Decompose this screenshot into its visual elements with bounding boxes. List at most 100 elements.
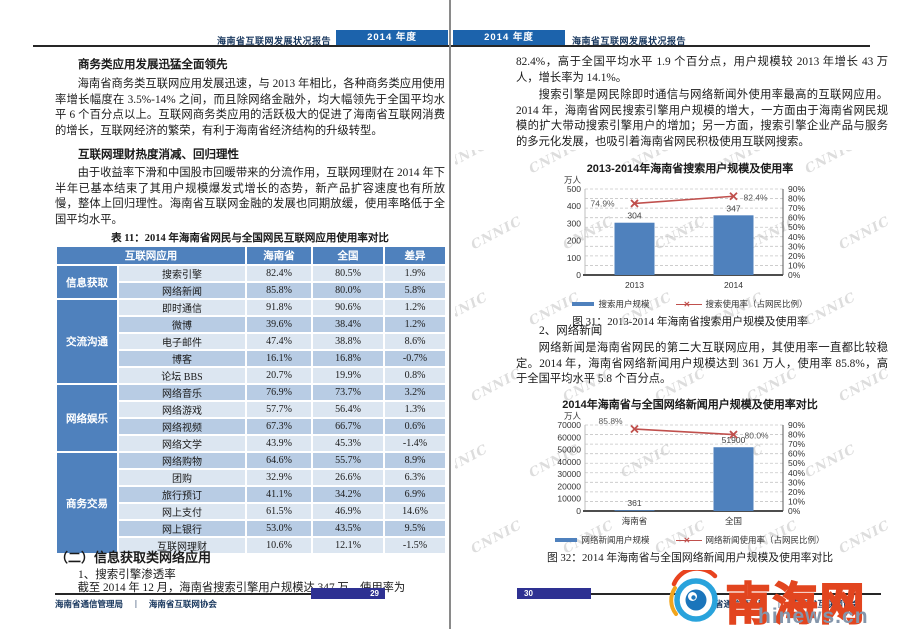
table-cell: 45.3% (311, 434, 385, 453)
left-page-year-badge: 2014 年度 (336, 30, 448, 46)
column-header-app: 互联网应用 (55, 245, 247, 266)
table-header-row: 互联网应用 海南省 全国 差异 (55, 245, 447, 266)
left-page-header-title: 海南省互联网发展状况报告 (216, 36, 331, 46)
chart-legend: 搜索用户规模 ✕ 搜索使用率（占网民比例） (525, 298, 855, 310)
table-row: 交流沟通 即时通信 91.8% 90.6% 1.2% (55, 298, 447, 385)
table-cell: 网络文学 (117, 434, 247, 453)
right-footer-rule (591, 593, 881, 595)
table-cell: 61.5% (245, 502, 313, 521)
svg-text:80%: 80% (788, 430, 805, 440)
cnnic-watermark-text: CNNIC (455, 289, 491, 330)
hinews-brand-text: 南海网 (725, 579, 867, 629)
bar (713, 215, 754, 275)
table-cell: 1.2% (383, 298, 447, 317)
right-header-rule (450, 45, 870, 47)
paragraph-internet-finance: 由于收益率下滑和中国股市回暖带来的分流作用，互联网理财在 2014 年下半年已基… (55, 167, 445, 226)
table-cell: 12.1% (311, 536, 385, 555)
table-cell: 6.9% (383, 485, 447, 504)
svg-text:70000: 70000 (557, 420, 581, 430)
table-cell: 80.0% (311, 281, 385, 300)
cnnic-watermark-text: CNNIC (455, 150, 491, 178)
svg-text:30%: 30% (788, 477, 805, 487)
org-separator: | (135, 598, 137, 608)
trend-line (634, 428, 734, 436)
svg-text:200: 200 (567, 236, 581, 246)
table-cell: 9.5% (383, 519, 447, 538)
table-row: 团购 32.9% 26.6% 6.3% (56, 468, 447, 487)
svg-text:100: 100 (567, 253, 581, 263)
svg-text:0: 0 (576, 506, 581, 516)
table-cell: 41.1% (245, 485, 313, 504)
svg-text:全国: 全国 (725, 516, 742, 526)
table-cell: 6.3% (383, 468, 447, 487)
app-usage-table: 互联网应用 海南省 全国 差异 信息获取 搜索引擎 82.4% 80.5% 1.9% 网络… (55, 245, 447, 555)
org-right: 海南省互联网协会 (791, 599, 860, 609)
svg-text:50%: 50% (788, 222, 805, 232)
table-cell: 34.2% (311, 485, 385, 504)
svg-text:90%: 90% (788, 184, 805, 194)
org-separator: | (778, 598, 780, 608)
svg-text:20%: 20% (788, 487, 805, 497)
table-cell: 43.5% (311, 519, 385, 538)
table-cell: 搜索引擎 (117, 264, 247, 283)
table-cell: 66.7% (311, 417, 385, 436)
table-cell: 91.8% (245, 298, 313, 317)
table-cell: 64.6% (245, 451, 313, 470)
chart-legend: 网络新闻用户规模 ✕ 网络新闻使用率（占网民比例） (525, 534, 855, 546)
svg-text:400: 400 (567, 201, 581, 211)
hinews-domain-text: hinews.cn (758, 605, 869, 628)
figure-31-caption: 图 31：2013-2014 年海南省搜索用户规模及使用率 (572, 316, 808, 328)
table-cell: 旅行预订 (117, 485, 247, 504)
org-left: 海南省通信管理局 (55, 599, 124, 609)
svg-text:海南省: 海南省 (622, 516, 648, 526)
svg-text:40%: 40% (788, 468, 805, 478)
table-cell: 团购 (117, 468, 247, 487)
legend-line-label: 搜索使用率（占网民比例） (705, 299, 808, 309)
table-cell: 互联网理财 (117, 536, 247, 555)
table-cell: 14.6% (383, 502, 447, 521)
table-row: 网上支付 61.5% 46.9% 14.6% (56, 502, 447, 521)
cnnic-watermark-text: CNNIC (468, 213, 525, 254)
table-row: 网络视频 67.3% 66.7% 0.6% (56, 417, 447, 436)
table-cell: 32.9% (245, 468, 313, 487)
chart-title: 2013-2014年海南省搜索用户规模及使用率 (586, 163, 794, 175)
legend-bar-label: 搜索用户规模 (598, 299, 650, 309)
table-cell: 10.6% (245, 536, 313, 555)
chart-search-users: 2013-2014年海南省搜索用户规模及使用率 0 100 200 300 400 500… (525, 160, 855, 329)
left-footer-orgs: 海南省通信管理局 | 海南省互联网协会 (55, 598, 217, 610)
table-cell: 网上支付 (117, 502, 247, 521)
table-cell: 67.3% (245, 417, 313, 436)
table-cell: 8.9% (383, 451, 447, 470)
subheading-search-engine: 1、搜索引擎渗透率 (78, 569, 176, 581)
table-cell: 博客 (117, 349, 247, 368)
table-row: 互联网理财 10.6% 12.1% -1.5% (56, 536, 447, 555)
chart-canvas-host: 0 100 200 300 400 500 万人 0% 10% 20% 30% 40% 50% 60% 70… (525, 175, 855, 298)
org-left: 海南省通信管理局 (698, 599, 767, 609)
chart-news-users: 2014年海南省与全国网络新闻用户规模及使用率对比 0 10000 20000 300… (525, 396, 855, 565)
trend-line (634, 195, 734, 205)
table-cell: 3.2% (383, 383, 447, 402)
legend-line-swatch: ✕ (675, 535, 702, 545)
table-cell: 网络视频 (117, 417, 247, 436)
table-cell: 0.8% (383, 366, 447, 385)
table-cell: 26.6% (311, 468, 385, 487)
hinews-logo: 南海网 hinews.cn (660, 568, 900, 629)
hinews-swirl-icon (669, 570, 718, 622)
category-cell: 交流沟通 (55, 298, 119, 385)
page-divider (449, 0, 451, 629)
svg-text:70%: 70% (788, 203, 805, 213)
figure-32-caption: 图 32：2014 年海南省与全国网络新闻用户规模及使用率对比 (546, 552, 834, 564)
table-cell: 82.4% (245, 264, 313, 283)
bar (713, 447, 754, 511)
table-cell: 47.4% (245, 332, 313, 351)
table-cell: 90.6% (311, 298, 385, 317)
svg-text:60%: 60% (788, 213, 805, 223)
table-cell: 1.2% (383, 315, 447, 334)
table-row: 博客 16.1% 16.8% -0.7% (56, 349, 447, 368)
legend-line-label: 网络新闻使用率（占网民比例） (705, 535, 825, 545)
category-cell: 商务交易 (55, 451, 119, 555)
svg-text:0%: 0% (788, 506, 801, 516)
svg-text:304: 304 (627, 211, 641, 221)
